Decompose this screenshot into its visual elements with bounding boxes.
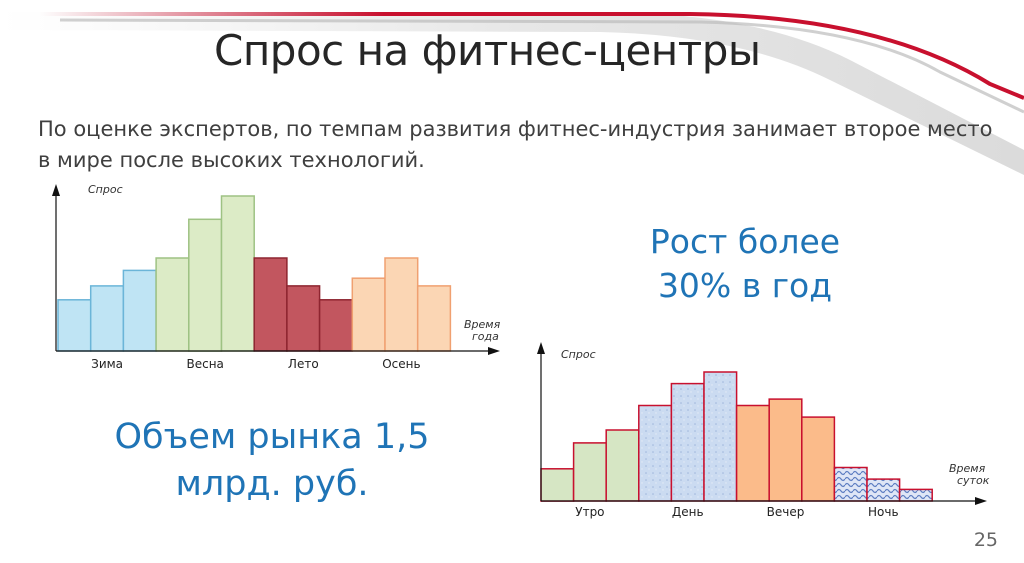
bar-Лето-3 [318,299,354,352]
x-axis-arrow [975,497,987,505]
bar-Утро-2 [572,442,607,502]
bar-Осень-2 [384,257,419,352]
bar-Зима-2 [89,285,125,352]
tick-label: Зима [91,357,123,371]
bar-Утро-1 [540,468,575,502]
bar-Ночь-2 [866,478,901,502]
y-axis-arrow [537,342,545,354]
bar-Ночь-3 [898,488,933,502]
bar-Утро-3 [605,429,640,502]
x-axis-label-part: Время [949,462,986,475]
tick-label: Вечер [767,505,805,519]
market-volume-callout: Объем рынка 1,5 млрд. руб. [114,417,430,504]
bar-Зима-1 [57,299,92,352]
bar-Ночь-1 [833,466,868,502]
bar-Осень-3 [416,285,452,352]
x-axis-label: Время года [464,318,501,343]
tick-label: Осень [382,357,420,371]
x-axis-label: Время суток [949,462,990,487]
axes [537,342,987,505]
x-axis-label-part: суток [957,474,990,487]
bar-День-1 [638,404,673,502]
bar-Лето-1 [253,257,288,352]
tick-label: Лето [288,357,319,371]
bar-День-2 [670,382,705,502]
bar-Вечер-2 [768,398,803,502]
daily-demand-chart: Спрос Время суток Утро День Вечер Ночь [537,342,990,519]
y-axis-label: Спрос [561,348,596,361]
bar-Вечер-3 [801,416,836,502]
y-axis-arrow [52,184,60,196]
bar-День-3 [703,371,738,502]
y-axis-label: Спрос [88,183,123,196]
bar-Лето-2 [286,285,321,352]
tick-labels: Зима Весна Лето Осень [91,357,420,371]
tick-label: Утро [575,505,604,519]
tick-label: Ночь [868,505,899,519]
tick-labels: Утро День Вечер Ночь [575,505,898,519]
bar-Весна-1 [155,257,190,352]
bar-Зима-3 [122,269,157,352]
bars-group [57,195,452,352]
x-axis-arrow [488,347,500,355]
tick-label: Весна [186,357,223,371]
growth-callout: Рост более 30% в год [649,222,841,305]
seasonal-demand-chart: Спрос Время года Зима Весна Лето Осень [52,183,501,371]
x-axis-label-part: года [472,330,499,343]
axes [52,184,500,355]
bar-Весна-3 [220,195,255,352]
slide-title: Спрос на фитнес-центры [214,26,761,75]
slide-subtitle: По оценке экспертов, по темпам развития … [38,117,993,172]
bar-Весна-2 [188,218,223,352]
tick-label: День [672,505,704,519]
x-axis-label-part: Время [464,318,501,331]
bars-group [540,371,933,502]
page-number: 25 [973,529,998,551]
bar-Осень-1 [351,277,386,352]
bar-Вечер-1 [735,404,770,502]
